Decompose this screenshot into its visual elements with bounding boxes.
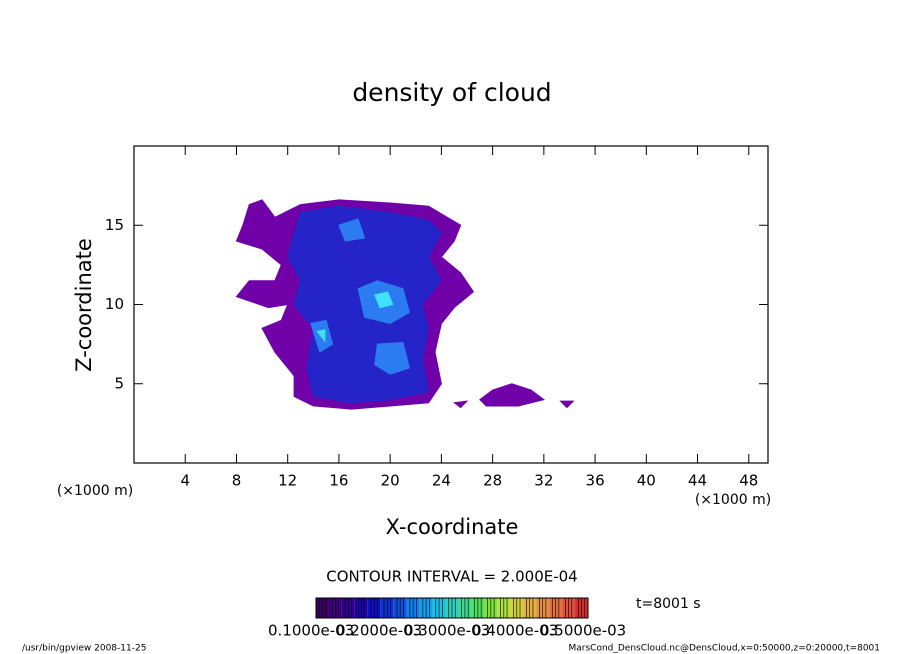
x-tick-label: 24 (432, 472, 451, 490)
x-tick-label: 36 (586, 472, 605, 490)
contour-region (338, 218, 366, 242)
contour-region (374, 291, 394, 309)
contour-region (316, 329, 326, 343)
x-unit: (×1000 m) (695, 492, 771, 508)
time-label: t=8001 s (636, 596, 701, 612)
x-tick-label: 48 (739, 472, 758, 490)
colorbar-label: 0.1000e-03 (268, 622, 354, 640)
y-axis-label: Z-coordinate (72, 238, 96, 372)
y-tick-label: 5 (114, 374, 124, 392)
colorbar-label: 0.2000e-03 (336, 622, 422, 640)
x-axis-label: X-coordinate (386, 515, 519, 539)
contour-region (559, 400, 575, 409)
colorbar-label: 0.5000e-03 (540, 622, 626, 640)
colorbar-label: 0.4000e-03 (472, 622, 558, 640)
y-unit: (×1000 m) (57, 483, 133, 499)
contour-region (374, 342, 410, 375)
footer-left: /usr/bin/gpview 2008-11-25 (22, 644, 146, 654)
x-tick-label: 20 (381, 472, 400, 490)
footer-right: MarsCond_DensCloud.nc@DensCloud,x=0:5000… (569, 644, 881, 654)
x-tick-label: 16 (329, 472, 348, 490)
contour-region (452, 400, 469, 409)
x-tick-label: 4 (180, 472, 190, 490)
y-tick-label: 10 (105, 295, 124, 313)
contour-region (479, 383, 546, 407)
x-tick-label: 40 (637, 472, 656, 490)
x-tick-label: 28 (483, 472, 502, 490)
x-tick-label: 12 (278, 472, 297, 490)
x-tick-label: 44 (688, 472, 707, 490)
chart-title: density of cloud (352, 78, 551, 107)
y-tick-label: 15 (105, 216, 124, 234)
x-tick-label: 8 (232, 472, 242, 490)
x-tick-label: 32 (534, 472, 553, 490)
colorbar-label: 0.3000e-03 (404, 622, 490, 640)
colorbar-frame (315, 597, 589, 619)
contour-interval: CONTOUR INTERVAL = 2.000E-04 (326, 568, 577, 586)
